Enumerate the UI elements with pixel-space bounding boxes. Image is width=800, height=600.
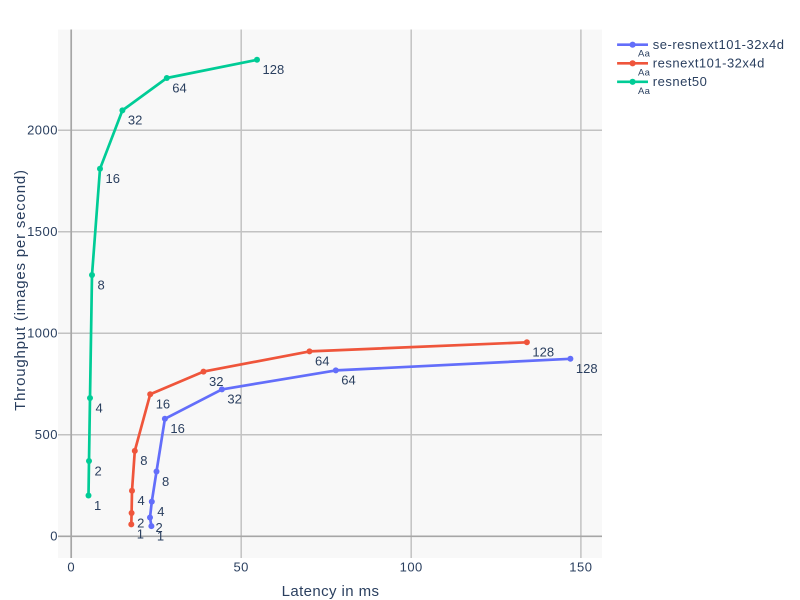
svg-text:1: 1 (137, 527, 144, 542)
svg-text:2: 2 (156, 520, 163, 535)
svg-text:32: 32 (209, 374, 223, 389)
svg-text:128: 128 (532, 345, 554, 360)
svg-text:8: 8 (98, 277, 105, 292)
svg-text:64: 64 (172, 80, 186, 95)
svg-text:16: 16 (170, 421, 184, 436)
svg-text:4: 4 (157, 504, 164, 519)
svg-text:4: 4 (138, 493, 145, 508)
svg-text:50: 50 (233, 560, 248, 575)
svg-text:16: 16 (106, 171, 120, 186)
svg-text:1000: 1000 (27, 326, 58, 341)
svg-text:0: 0 (50, 529, 58, 544)
svg-text:100: 100 (400, 560, 423, 575)
svg-text:2: 2 (137, 515, 144, 530)
svg-text:Aa: Aa (638, 49, 651, 60)
svg-text:32: 32 (227, 392, 241, 407)
svg-text:1: 1 (157, 528, 164, 543)
svg-text:2000: 2000 (27, 123, 58, 138)
svg-text:16: 16 (156, 397, 170, 412)
svg-text:64: 64 (341, 373, 355, 388)
svg-text:2: 2 (95, 463, 102, 478)
svg-text:1: 1 (94, 498, 101, 513)
svg-text:32: 32 (128, 113, 142, 128)
svg-text:se-resnext101-32x4d: se-resnext101-32x4d (653, 37, 785, 52)
svg-text:resnet50: resnet50 (653, 74, 708, 89)
svg-text:128: 128 (263, 62, 285, 77)
svg-text:500: 500 (35, 427, 58, 442)
svg-text:Aa: Aa (638, 86, 651, 97)
svg-text:150: 150 (569, 560, 592, 575)
svg-text:128: 128 (576, 361, 598, 376)
svg-text:Latency in ms: Latency in ms (282, 583, 380, 600)
svg-text:0: 0 (67, 560, 75, 575)
svg-text:8: 8 (162, 474, 169, 489)
svg-text:1500: 1500 (27, 224, 58, 239)
svg-text:Aa: Aa (638, 67, 651, 78)
svg-text:8: 8 (140, 453, 147, 468)
svg-text:4: 4 (96, 400, 103, 415)
svg-text:resnext101-32x4d: resnext101-32x4d (653, 56, 765, 71)
svg-text:64: 64 (315, 354, 329, 369)
svg-text:Throughput (images per second): Throughput (images per second) (12, 169, 29, 411)
